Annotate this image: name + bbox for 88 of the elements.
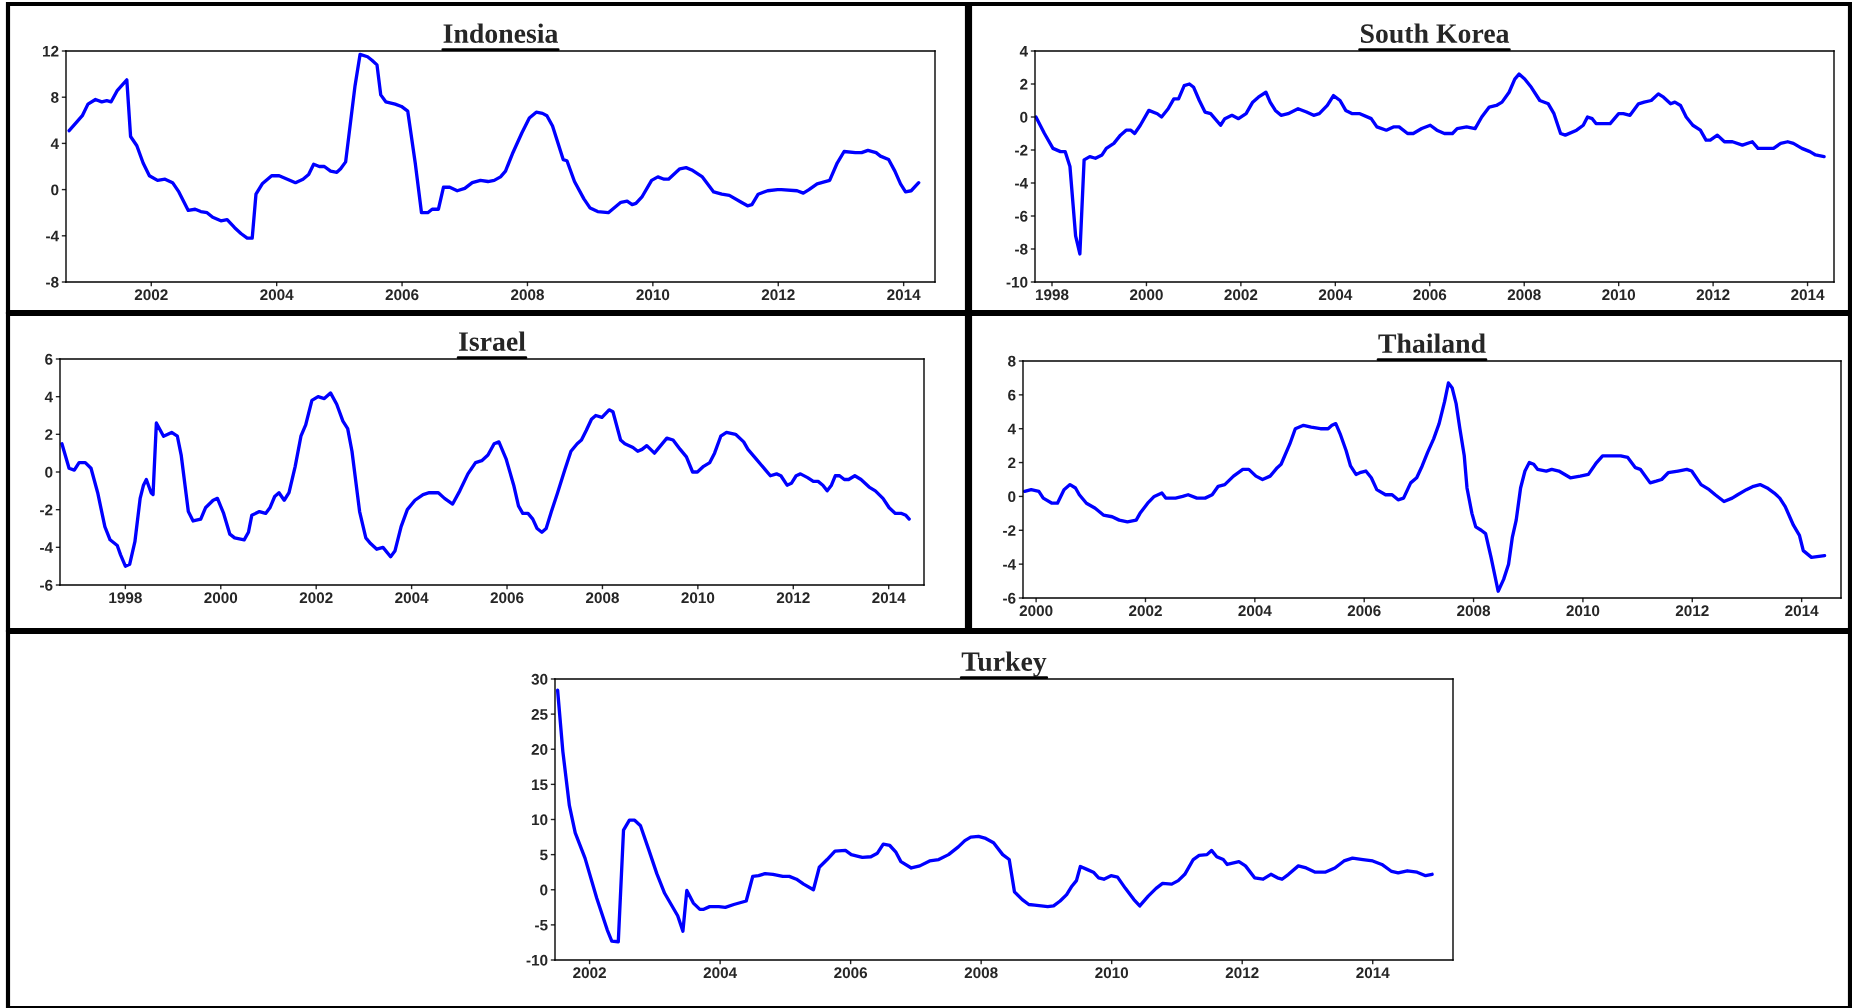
y-tick-label: 5	[540, 849, 548, 861]
x-tick-label: 2008	[585, 592, 619, 604]
x-tick-label: 2014	[1791, 289, 1825, 301]
x-tick-label: 2008	[511, 289, 544, 301]
y-tick-label: 4	[44, 391, 53, 403]
x-tick-label: 2014	[1356, 967, 1390, 979]
x-tick-label: 2004	[1318, 289, 1353, 301]
x-tick-label: 2012	[776, 592, 810, 604]
x-tick-label: 2002	[299, 592, 333, 604]
x-tick-label: 2012	[1696, 289, 1730, 301]
x-tick-label: 2006	[1347, 605, 1381, 617]
y-tick-label: 25	[531, 708, 548, 720]
x-tick-label: 2010	[1095, 967, 1129, 979]
y-tick-label: 30	[531, 673, 548, 685]
x-tick-label: 2014	[1785, 605, 1819, 617]
y-tick-label: 4	[50, 138, 59, 149]
x-tick-label: 2012	[1675, 605, 1709, 617]
y-tick-label: 0	[45, 466, 53, 478]
x-tick-label: 2000	[1129, 289, 1163, 301]
x-tick-label: 2008	[964, 967, 998, 979]
x-tick-label: 2006	[834, 967, 868, 979]
x-tick-label: 2012	[761, 289, 795, 301]
line-series	[1035, 72, 1826, 256]
y-tick-label: -2	[1015, 144, 1028, 156]
y-tick-label: 0	[540, 884, 548, 896]
x-tick-label: 2002	[1224, 289, 1258, 301]
y-tick-label: -10	[526, 954, 548, 966]
y-tick-label: 0	[51, 184, 59, 196]
y-tick-label: -8	[1015, 243, 1028, 255]
y-tick-label: 10	[532, 814, 548, 826]
y-tick-label: -4	[1015, 178, 1028, 189]
x-tick-label: 2006	[1413, 289, 1447, 301]
x-tick-label: 2006	[490, 592, 524, 604]
x-tick-label: 2012	[1225, 967, 1259, 979]
x-tick-label: 1998	[1035, 289, 1069, 301]
y-tick-label: 6	[1008, 389, 1016, 401]
y-tick-label: -4	[40, 542, 53, 553]
y-tick-label: 4	[1019, 46, 1028, 57]
x-tick-label: 2002	[573, 967, 606, 979]
x-tick-label: 2002	[134, 289, 168, 301]
x-tick-label: 1998	[109, 592, 142, 604]
x-tick-label: 2004	[395, 592, 429, 604]
y-tick-label: 2	[45, 429, 53, 440]
y-tick-label: 15	[532, 779, 548, 791]
y-tick-label: -6	[1003, 592, 1016, 604]
y-tick-label: 8	[1008, 355, 1016, 367]
line-series	[60, 391, 911, 568]
chart-title: Indonesia	[443, 23, 558, 43]
y-tick-label: 2	[1008, 457, 1016, 469]
x-tick-label: 2014	[872, 592, 906, 604]
x-tick-label: 2000	[204, 592, 238, 604]
x-tick-label: 2010	[681, 592, 715, 604]
y-tick-label: 6	[45, 353, 53, 365]
x-tick-label: 2008	[1507, 289, 1541, 301]
y-tick-label: 0	[1008, 491, 1016, 503]
y-tick-label: -6	[40, 579, 53, 591]
y-tick-label: -8	[46, 276, 59, 288]
x-tick-label: 2006	[385, 289, 419, 301]
x-tick-label: 2004	[1238, 605, 1272, 617]
line-series	[67, 52, 921, 240]
y-tick-label: -4	[46, 230, 59, 242]
x-tick-label: 2008	[1457, 605, 1491, 617]
x-tick-label: 2010	[1602, 289, 1636, 301]
x-tick-label: 2004	[703, 967, 738, 979]
x-tick-label: 2014	[887, 289, 921, 301]
x-tick-label: 2000	[1019, 605, 1053, 617]
line-series	[1023, 381, 1827, 593]
y-tick-label: 8	[51, 92, 59, 103]
x-tick-label: 2002	[1129, 605, 1162, 617]
y-tick-label: -10	[1006, 276, 1028, 288]
line-series	[555, 688, 1434, 944]
x-tick-label: 2004	[260, 289, 294, 301]
x-tick-label: 2010	[1566, 605, 1600, 617]
y-tick-label: -4	[1003, 559, 1016, 570]
chart-title: Israel	[458, 331, 526, 351]
chart-title: Turkey	[961, 651, 1047, 677]
y-tick-label: 20	[531, 744, 548, 755]
chart-title: South Korea	[1360, 23, 1510, 44]
y-tick-label: -2	[1003, 525, 1016, 536]
y-tick-label: 2	[1020, 78, 1028, 90]
y-tick-label: -5	[535, 919, 548, 931]
y-tick-label: 4	[1007, 423, 1016, 435]
x-tick-label: 2010	[636, 289, 670, 301]
chart-title: Thailand	[1378, 333, 1486, 353]
y-tick-label: 0	[1020, 111, 1028, 123]
y-tick-label: -2	[40, 504, 53, 516]
y-tick-label: -6	[1015, 210, 1028, 222]
y-tick-label: 12	[43, 45, 59, 57]
